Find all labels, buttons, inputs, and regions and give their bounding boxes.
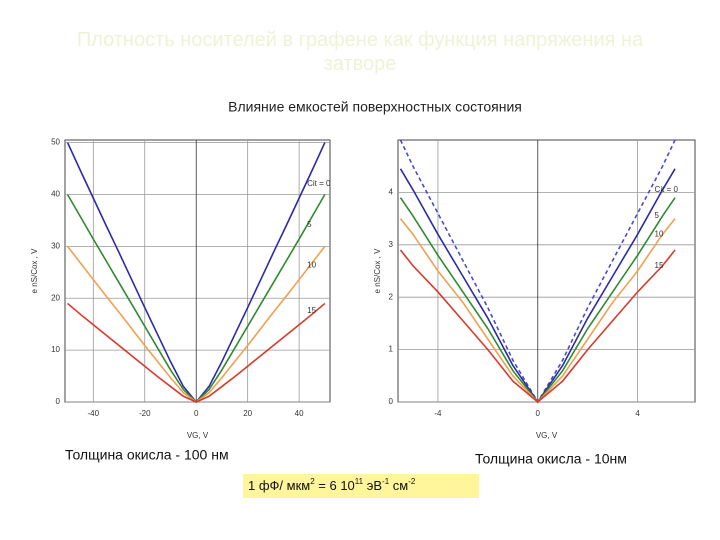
formula-box [243, 474, 479, 498]
formula-part: эВ [363, 478, 382, 493]
title-box: Плотность носителей в графене как функци… [76, 29, 644, 75]
curve-label: 15 [307, 306, 316, 315]
x-tick-label: 20 [243, 409, 252, 418]
formula-part: = 6 10 [315, 478, 355, 493]
x-tick-label: 0 [536, 409, 541, 418]
x-axis-label: VG, V [536, 431, 558, 440]
curve-label: Cit = 0 [307, 179, 331, 188]
x-tick-label: 40 [295, 409, 304, 418]
x-tick-label: -20 [139, 409, 151, 418]
y-tick-label: 0 [389, 397, 394, 406]
y-axis-label: e nS/Cox , V [30, 248, 39, 294]
curve-label: Cit = 0 [655, 185, 679, 194]
curve-label: 10 [655, 229, 664, 238]
y-tick-label: 2 [389, 292, 394, 301]
superscript: 2 [310, 477, 315, 486]
y-tick-label: 3 [389, 240, 394, 249]
x-axis-label: VG, V [187, 431, 209, 440]
x-tick-label: -40 [88, 409, 100, 418]
y-tick-label: 20 [51, 293, 60, 302]
y-axis-label: e nS/Cox , V [373, 248, 382, 294]
formula: 1 фФ/ мкм2 = 6 1011 эВ-1 см-2 [248, 477, 416, 493]
curve [399, 249, 676, 404]
y-tick-label: 50 [51, 138, 60, 147]
y-tick-label: 40 [51, 190, 60, 199]
y-tick-label: 1 [389, 345, 394, 354]
curve [67, 302, 326, 403]
x-tick-label: 0 [194, 409, 199, 418]
curve-label: 5 [307, 220, 312, 229]
curve-label: 10 [307, 261, 316, 270]
caption-left: Толщина окисла - 100 нм [65, 447, 229, 463]
y-tick-label: 0 [56, 397, 61, 406]
curve-label: 15 [655, 261, 664, 270]
caption-right: Толщина окисла - 10нм [475, 451, 627, 467]
superscript: -1 [382, 477, 390, 486]
formula-part: 1 фФ/ мкм [248, 478, 310, 493]
formula-part: см [389, 478, 408, 493]
superscript: -2 [408, 477, 416, 486]
slide-title: Плотность носителей в графене как функци… [76, 29, 644, 75]
y-tick-label: 4 [389, 188, 394, 197]
subtitle: Влияние емкостей поверхностных состояния [228, 99, 522, 115]
y-tick-label: 30 [51, 241, 60, 250]
x-tick-label: -4 [434, 409, 442, 418]
curve-label: 5 [655, 211, 660, 220]
y-tick-label: 10 [51, 345, 60, 354]
superscript: 11 [355, 477, 364, 486]
x-tick-label: 4 [635, 409, 640, 418]
